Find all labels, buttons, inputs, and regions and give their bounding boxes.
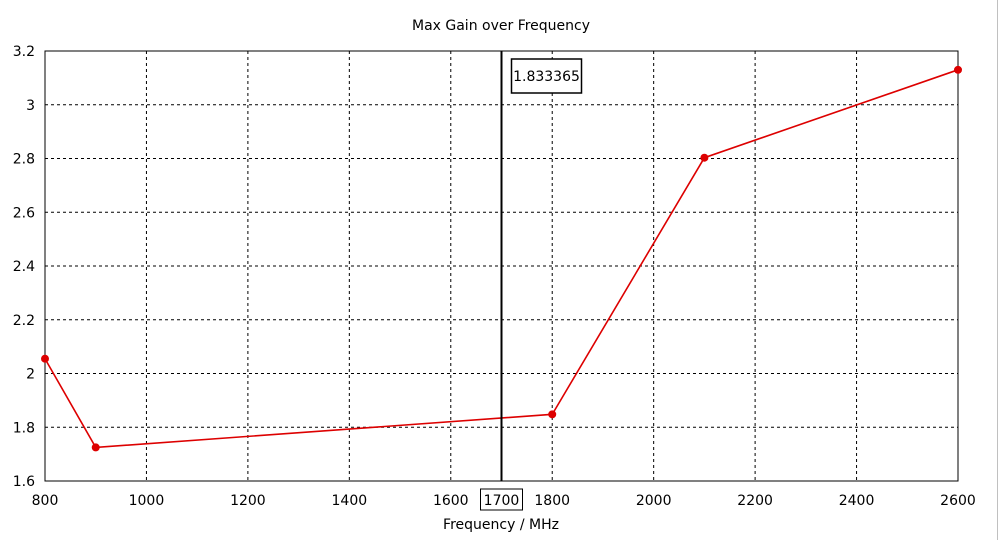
marker-value-frame [510,58,583,94]
y-tick-label: 2.4 [13,259,35,275]
y-tick-label: 1.8 [13,420,35,436]
data-point[interactable] [41,354,49,363]
data-point[interactable] [700,153,709,162]
x-axis-label: Frequency / MHz [443,517,559,533]
marker-value-label: 1.833365 [513,69,580,85]
x-tick-label: 2400 [839,493,875,509]
data-point[interactable] [954,65,962,74]
y-tick-label: 2.6 [13,205,35,221]
y-tick-label: 2 [26,367,35,383]
data-point[interactable] [91,443,100,452]
y-tick-label: 3.2 [13,44,35,60]
tick-labels: 800 1000 1200 1400 1600 1800 2000 2200 2400 2600 1… [13,44,976,509]
frequency-marker-x-label: 1700 [484,493,520,509]
x-tick-label: 2600 [940,493,976,509]
y-tick-label: 2.2 [13,313,35,329]
x-tick-label: 1800 [534,493,570,509]
x-tick-label: 1000 [129,493,165,509]
x-tick-label: 1600 [433,493,469,509]
x-tick-label: 2000 [636,493,672,509]
frequency-marker-x-frame [480,488,523,511]
y-tick-label: 2.8 [13,152,35,168]
chart-title: Max Gain over Frequency [412,18,590,34]
frequency-marker-x-box[interactable]: 1700 [480,488,523,511]
y-tick-label: 3 [26,98,35,114]
x-tick-label: 2200 [737,493,773,509]
x-tick-label: 1200 [230,493,266,509]
x-tick-label: 1400 [332,493,368,509]
x-tick-label: 800 [32,493,59,509]
y-tick-label: 1.6 [13,474,35,490]
series-layer [41,65,962,452]
data-point[interactable] [548,410,557,419]
marker-value-box[interactable]: 1.833365 [510,58,583,94]
